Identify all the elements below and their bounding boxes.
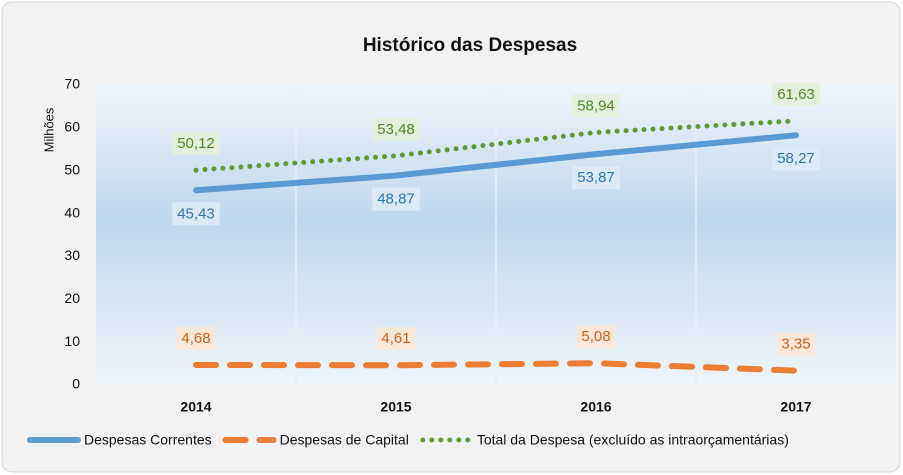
value-label-box: [172, 132, 220, 156]
value-label-box: [172, 202, 220, 226]
value-label-box: [176, 326, 216, 350]
value-label-text: 45,43: [177, 205, 215, 222]
value-label: 3,35: [776, 332, 816, 356]
value-label: 58,27: [772, 147, 820, 171]
value-label-box: [772, 147, 820, 171]
series-line: [193, 118, 799, 173]
value-label-box: [376, 327, 416, 351]
y-tick-label: 70: [64, 76, 80, 92]
y-tick-label: 50: [64, 161, 80, 177]
value-label: 5,08: [576, 325, 616, 349]
value-label: 45,43: [172, 202, 220, 226]
series-line: [193, 360, 799, 374]
value-label-text: 48,87: [377, 191, 415, 208]
value-label: 50,12: [172, 132, 220, 156]
y-tick-label: 40: [64, 204, 80, 220]
value-label: 61,63: [772, 82, 820, 106]
value-label: 48,87: [372, 187, 420, 211]
value-label: 58,94: [572, 94, 620, 118]
x-tick-label: 2015: [380, 399, 411, 415]
value-label-text: 4,61: [381, 330, 410, 347]
x-tick-label: 2016: [580, 399, 611, 415]
value-label-text: 53,48: [377, 121, 415, 138]
value-label-box: [772, 82, 820, 106]
value-label: 53,87: [572, 166, 620, 190]
y-tick-label: 60: [64, 119, 80, 135]
value-label-text: 50,12: [177, 135, 215, 152]
value-label-text: 4,68: [181, 330, 210, 347]
legend-label: Despesas Correntes: [84, 432, 212, 448]
series-line: [193, 132, 799, 194]
y-tick-label: 30: [64, 247, 80, 263]
value-label-box: [372, 187, 420, 211]
value-label-text: 58,94: [577, 97, 615, 114]
value-label: 53,48: [372, 117, 420, 141]
y-tick-label: 0: [72, 376, 80, 392]
value-label: 4,61: [376, 327, 416, 351]
value-label-box: [572, 166, 620, 190]
legend-label: Total da Despesa (excluído as intraorçam…: [477, 432, 789, 448]
value-label-box: [572, 94, 620, 118]
value-label: 4,68: [176, 326, 216, 350]
y-axis-label: Milhões: [41, 107, 56, 152]
value-label-box: [372, 117, 420, 141]
y-tick-label: 20: [64, 290, 80, 306]
value-label-text: 5,08: [581, 328, 610, 345]
chart-title: Histórico das Despesas: [363, 35, 577, 56]
x-tick-label: 2014: [180, 399, 211, 415]
y-tick-label: 10: [64, 333, 80, 349]
value-label-text: 53,87: [577, 169, 615, 186]
value-label-text: 61,63: [777, 86, 815, 103]
value-label-box: [776, 332, 816, 356]
value-label-text: 3,35: [781, 336, 810, 353]
legend-label: Despesas de Capital: [280, 432, 409, 448]
value-label-box: [576, 325, 616, 349]
x-tick-label: 2017: [780, 399, 811, 415]
value-label-text: 58,27: [777, 150, 815, 167]
